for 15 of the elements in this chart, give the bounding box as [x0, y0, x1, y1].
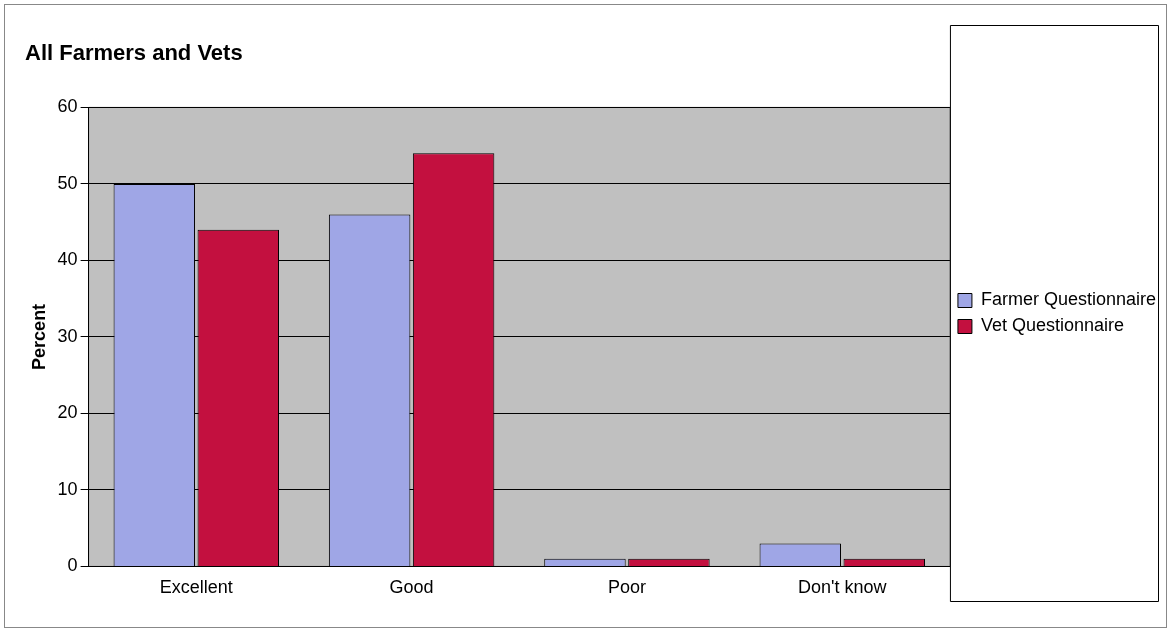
x-tick-label: Don't know [798, 577, 888, 598]
y-tick-label: 0 [67, 555, 78, 576]
y-tick-label: 10 [57, 478, 78, 499]
legend-label: Vet Questionnaire [980, 315, 1125, 336]
y-tick-label: 20 [57, 402, 78, 423]
y-tick-label: 50 [57, 172, 78, 193]
legend-label: Farmer Questionnaire [980, 289, 1157, 310]
y-axis-title: Percent [28, 303, 49, 370]
y-tick-label: 60 [57, 96, 78, 117]
y-tick-label: 30 [57, 325, 78, 346]
y-tick-label: 40 [57, 249, 78, 270]
chart-title: All Farmers and Vets [25, 40, 243, 66]
x-tick-label: Good [389, 577, 434, 598]
x-tick-label: Excellent [159, 577, 233, 598]
x-tick-label: Poor [607, 577, 646, 598]
